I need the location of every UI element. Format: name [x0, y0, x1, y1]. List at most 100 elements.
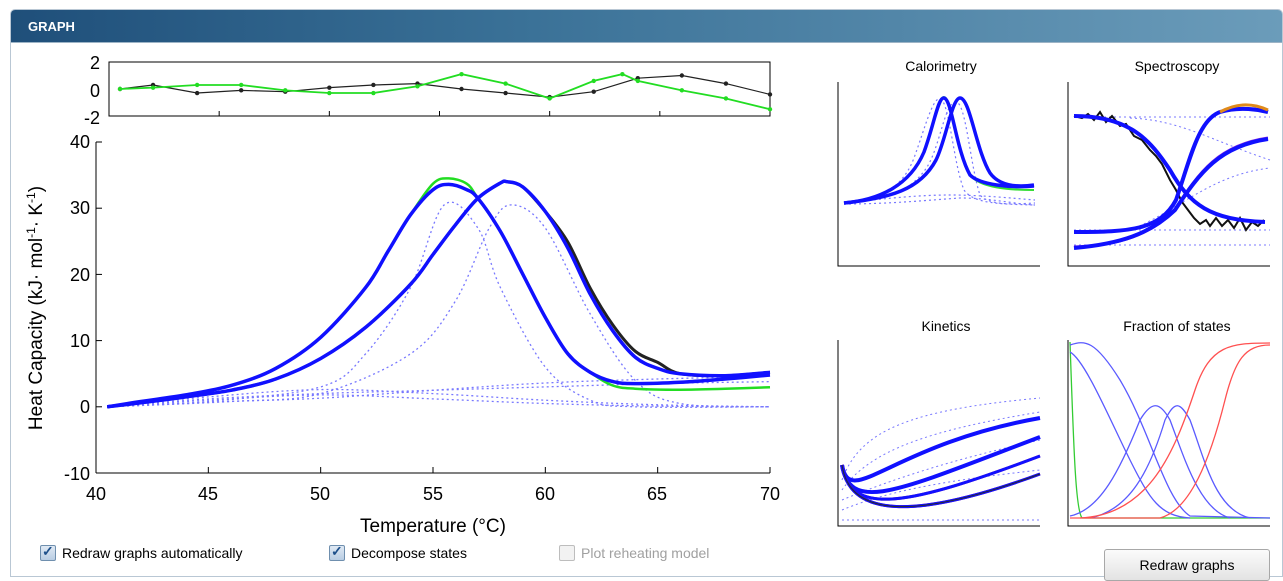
main-ticks [95, 141, 771, 474]
decompose-states-checkbox[interactable]: ✓ Decompose states [329, 543, 467, 561]
plot-reheating-label: Plot reheating model [581, 545, 710, 561]
fraction-state-green [1069, 341, 1270, 519]
residual-point [459, 71, 464, 77]
fraction-state-red [1070, 344, 1271, 519]
main-chart: 2 0 -2 40 30 20 10 0 -10 40 45 50 55 60 … [24, 53, 780, 537]
residual-point [117, 86, 123, 92]
residual-point [459, 86, 464, 92]
residual-point [620, 71, 625, 77]
residual-point [503, 90, 508, 96]
calorimetry-decomp [843, 194, 1036, 204]
kinetics-data-line [841, 464, 1041, 508]
spectroscopy-data-2 [1219, 103, 1269, 114]
calorimetry-decomp [843, 197, 1036, 206]
residual-point [635, 78, 640, 84]
spectroscopy-fit-2 [1073, 106, 1269, 234]
fraction-axes [1067, 340, 1270, 527]
residual-tick-0: 0 [90, 81, 100, 101]
state-decomposition-lines [107, 201, 771, 408]
spectroscopy-curves [1073, 103, 1271, 250]
spectroscopy-axes [1067, 82, 1270, 267]
calorimetry-fit-2 [843, 96, 1035, 205]
residual-point [150, 85, 156, 90]
checkbox-box[interactable]: ✓ [329, 543, 345, 561]
spectroscopy-decomp [1129, 117, 1271, 161]
kinetics-decomp [841, 397, 1041, 481]
decomposition-curve [107, 394, 771, 408]
graph-panel: GRAPH [10, 9, 1283, 577]
check-icon: ✓ [331, 543, 343, 559]
decomposition-curve [107, 201, 771, 408]
fraction-state-blue [1089, 405, 1251, 519]
spectroscopy-fit-1 [1073, 114, 1266, 224]
fraction-curves [1069, 341, 1271, 519]
y-tick-label: 20 [70, 265, 90, 285]
main-plot: 40 30 20 10 0 -10 40 45 50 55 60 65 70 T… [24, 132, 780, 537]
x-tick-label: 60 [535, 484, 555, 504]
y-tick-label: 10 [70, 331, 90, 351]
residual-point [194, 90, 200, 96]
decomposition-curve [107, 388, 771, 408]
residual-tick-neg2: -2 [84, 108, 100, 128]
residual-frame [108, 61, 771, 117]
residual-point [723, 96, 729, 101]
residual-point [327, 90, 332, 96]
residual-point [371, 82, 376, 88]
x-tick-label: 50 [310, 484, 330, 504]
residual-point [723, 81, 729, 86]
kinetics-curves [840, 397, 1041, 521]
residual-point [679, 73, 685, 78]
spectroscopy-fit-3 [1073, 137, 1269, 250]
residual-line [119, 74, 771, 98]
x-tick-label: 65 [647, 484, 667, 504]
fit-curve-2 [106, 179, 771, 409]
spectroscopy-title: Spectroscopy [1135, 58, 1220, 74]
residual-point [767, 92, 773, 97]
checkbox-box[interactable]: ✓ [40, 543, 56, 561]
y-tick-label: -10 [64, 464, 90, 484]
kinetics-decomp [841, 469, 1041, 511]
x-tick-label: 55 [423, 484, 443, 504]
x-axis-label: Temperature (°C) [360, 516, 506, 537]
residual-point [679, 88, 685, 93]
redraw-auto-label: Redraw graphs automatically [62, 545, 243, 561]
residual-point [371, 90, 376, 96]
kinetics-fit-4 [840, 464, 1041, 509]
y-tick-label: 0 [80, 397, 90, 417]
spectroscopy-data-1 [1073, 110, 1265, 232]
decomposition-curve [107, 204, 771, 408]
residual-plot: 2 0 -2 [84, 53, 773, 128]
calorimetry-fit-1 [843, 96, 1035, 205]
redraw-auto-checkbox[interactable]: ✓ Redraw graphs automatically [40, 543, 243, 561]
panel-title: GRAPH [28, 19, 75, 34]
plot-reheating-checkbox[interactable]: Plot reheating model [559, 545, 709, 561]
check-icon: ✓ [42, 543, 54, 559]
fraction-state-red [1079, 342, 1271, 519]
fraction-state-blue [1069, 351, 1191, 519]
kinetics-title: Kinetics [921, 318, 970, 334]
residual-series [117, 71, 773, 112]
side-charts: Calorimetry Spectroscopy Kinetics [837, 58, 1271, 527]
checkbox-box[interactable] [559, 545, 575, 561]
calorimetry-curves [843, 96, 1036, 206]
residual-point [239, 88, 244, 93]
x-tick-label: 40 [86, 484, 106, 504]
y-tick-label: 30 [70, 198, 90, 218]
decompose-states-label: Decompose states [351, 545, 467, 561]
residual-point [591, 89, 596, 94]
y-tick-label: 40 [70, 132, 90, 152]
kinetics-axes [837, 340, 1040, 527]
residual-point [503, 81, 508, 86]
residual-ticks [218, 111, 661, 116]
fraction-state-blue [1069, 342, 1271, 519]
y-axis-label: Heat Capacity (kJ· mol-1· K-1) [24, 186, 47, 430]
residual-point [239, 82, 244, 88]
main-series [106, 177, 771, 409]
fit-curve-1 [106, 182, 771, 409]
redraw-graphs-button[interactable]: Redraw graphs [1104, 549, 1270, 581]
calorimetry-title: Calorimetry [905, 58, 977, 74]
x-tick-label: 70 [760, 484, 780, 504]
calorimetry-axes [837, 82, 1040, 267]
spectroscopy-decomp [1129, 167, 1271, 231]
fraction-state-blue [1069, 405, 1231, 519]
